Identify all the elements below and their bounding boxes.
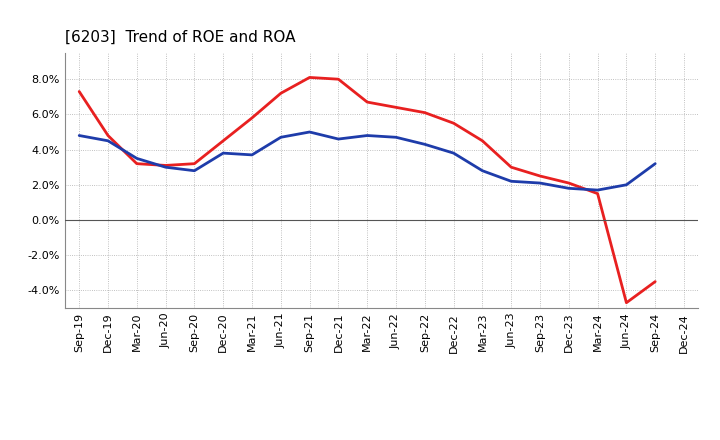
ROA (622, 182, 631, 187)
ROA (190, 168, 199, 173)
ROE (392, 105, 400, 110)
ROA (104, 138, 112, 143)
Text: [6203]  Trend of ROE and ROA: [6203] Trend of ROE and ROA (65, 29, 295, 45)
ROA (248, 152, 256, 158)
ROE (622, 300, 631, 305)
ROE (449, 121, 458, 126)
ROE (334, 77, 343, 82)
ROA (305, 129, 314, 135)
ROA (507, 179, 516, 184)
ROA (334, 136, 343, 142)
ROE (593, 191, 602, 196)
ROA (420, 142, 429, 147)
ROE (536, 173, 544, 179)
ROE (190, 161, 199, 166)
ROE (132, 161, 141, 166)
ROA (478, 168, 487, 173)
ROE (276, 91, 285, 96)
ROE (651, 279, 660, 284)
ROE (305, 75, 314, 80)
ROA (276, 135, 285, 140)
ROE (363, 99, 372, 105)
Line: ROE: ROE (79, 77, 655, 303)
ROE (75, 89, 84, 94)
ROE (104, 133, 112, 138)
ROE (478, 138, 487, 143)
ROA (75, 133, 84, 138)
ROE (248, 115, 256, 121)
ROA (161, 165, 170, 170)
ROA (564, 186, 573, 191)
ROA (449, 150, 458, 156)
ROA (392, 135, 400, 140)
ROE (219, 138, 228, 143)
ROA (536, 180, 544, 186)
ROA (363, 133, 372, 138)
ROE (161, 163, 170, 168)
ROA (132, 156, 141, 161)
ROA (651, 161, 660, 166)
ROE (507, 165, 516, 170)
ROA (219, 150, 228, 156)
ROA (593, 187, 602, 193)
ROE (564, 180, 573, 186)
Line: ROA: ROA (79, 132, 655, 190)
ROE (420, 110, 429, 115)
